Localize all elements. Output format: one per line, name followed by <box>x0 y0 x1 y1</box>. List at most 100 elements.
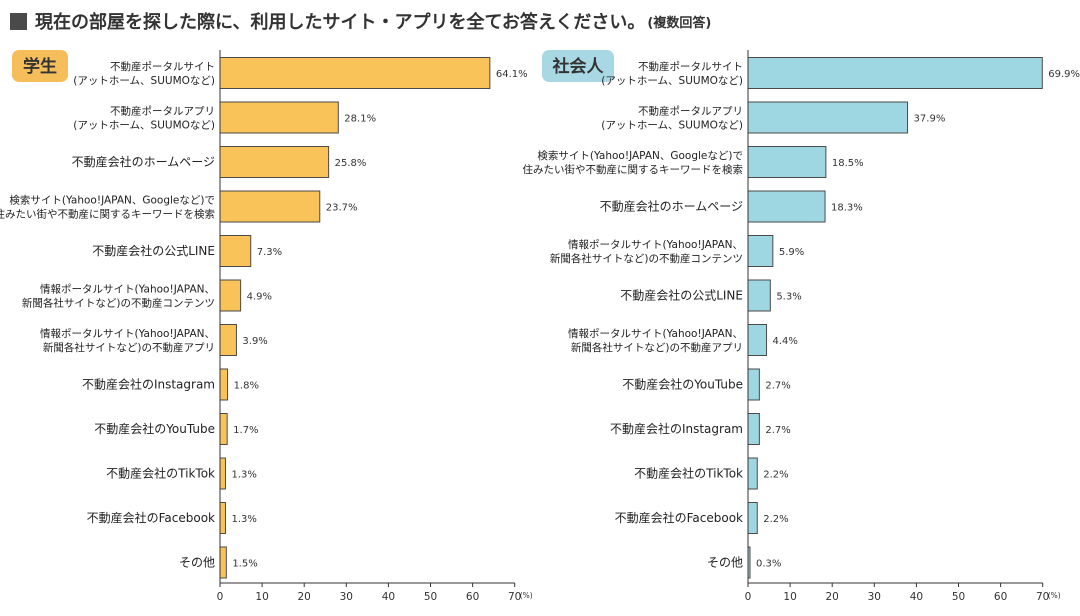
worker-chart: 社会人 69.9% 不動産ポータルサイト (アットホーム、SUUMOなど) 37.9% 不… <box>523 50 1080 603</box>
worker-bar-5 <box>747 279 771 312</box>
student-category-label-6-1: 新聞各社サイトなど)の不動産アプリ <box>43 341 215 354</box>
student-tick-label-0: 0 <box>217 591 224 603</box>
worker-axis-unit: (%) <box>1048 591 1061 600</box>
figure-note: (複数回答) <box>647 15 712 31</box>
worker-category-label-1-0: 不動産ポータルアプリ <box>638 105 743 118</box>
worker-category-label-4-1: 新聞各社サイトなど)の不動産コンテンツ <box>550 252 743 265</box>
student-value-label-11: 1.5% <box>232 559 257 570</box>
student-tick-label-7: 70 <box>508 591 521 603</box>
student-category-label-0-1: (アットホーム、SUUMOなど) <box>73 75 215 87</box>
student-tick-label-5: 50 <box>424 591 437 603</box>
figure-title: 現在の部屋を探した際に、利用したサイト・アプリを全てお答えください。 <box>35 12 646 33</box>
worker-value-label-1: 37.9% <box>914 114 946 125</box>
student-category-label-9-0: 不動産会社のTikTok <box>106 466 215 481</box>
worker-value-label-8: 2.7% <box>765 425 790 436</box>
student-bar-5 <box>219 279 242 312</box>
worker-badge-label: 社会人 <box>552 56 605 77</box>
worker-value-label-0: 69.9% <box>1048 69 1080 80</box>
worker-tick-label-0: 0 <box>745 591 752 603</box>
student-value-label-3: 23.7% <box>326 203 358 214</box>
figure-header: 現在の部屋を探した際に、利用したサイト・アプリを全てお答えください。 (複数回答… <box>10 8 711 34</box>
student-bar-3 <box>219 190 321 223</box>
student-category-label-4-0: 不動産会社の公式LINE <box>92 243 215 258</box>
student-tick-label-1: 10 <box>255 591 268 603</box>
worker-value-label-2: 18.5% <box>832 158 864 169</box>
worker-bar-6 <box>747 324 768 356</box>
student-bar-10 <box>219 502 226 534</box>
student-tick-label-4: 40 <box>382 591 395 603</box>
worker-category-label-0-0: 不動産ポータルサイト <box>638 60 743 73</box>
student-category-label-1-1: (アットホーム、SUUMOなど) <box>73 120 215 132</box>
student-tick-label-3: 30 <box>340 591 353 603</box>
worker-bar-2 <box>747 146 827 178</box>
worker-badge-bg <box>542 50 614 82</box>
student-axis-unit: (%) <box>520 591 533 600</box>
worker-value-label-6: 4.4% <box>773 336 798 347</box>
worker-value-label-4: 5.9% <box>779 247 804 258</box>
student-bar-2 <box>219 146 330 178</box>
worker-category-label-1-1: (アットホーム、SUUMOなど) <box>601 120 743 132</box>
worker-value-label-7: 2.7% <box>765 381 790 392</box>
square-bullet-icon <box>10 12 27 30</box>
worker-bar-4 <box>747 235 774 267</box>
worker-category-label-11-0: その他 <box>707 556 743 570</box>
student-category-label-6-0: 情報ポータルサイト(Yahoo!JAPAN、 <box>40 327 215 340</box>
worker-category-label-2-0: 検索サイト(Yahoo!JAPAN、Googleなど)で <box>537 149 743 162</box>
worker-tick-label-7: 70 <box>1036 591 1049 603</box>
worker-bar-10 <box>747 502 758 534</box>
worker-category-label-10-0: 不動産会社のFacebook <box>615 510 743 525</box>
student-bar-4 <box>219 235 252 267</box>
student-bar-6 <box>219 324 237 356</box>
worker-value-label-11: 0.3% <box>756 559 781 570</box>
student-value-label-10: 1.3% <box>231 514 256 525</box>
worker-category-label-9-0: 不動産会社のTikTok <box>634 466 743 481</box>
worker-category-label-2-1: 住みたい街や不動産に関するキーワードを検索 <box>523 163 744 176</box>
worker-category-label-8-0: 不動産会社のInstagram <box>610 421 743 436</box>
student-category-label-8-0: 不動産会社のYouTube <box>94 421 215 436</box>
worker-bar-1 <box>747 101 909 134</box>
student-value-label-8: 1.7% <box>233 425 258 436</box>
student-bar-9 <box>219 457 226 490</box>
worker-value-label-5: 5.3% <box>776 292 801 303</box>
worker-category-label-6-0: 情報ポータルサイト(Yahoo!JAPAN、 <box>568 327 743 340</box>
student-category-label-2-0: 不動産会社のホームページ <box>72 154 215 169</box>
student-badge-label: 学生 <box>23 56 57 77</box>
student-category-label-3-1: 住みたい街や不動産に関するキーワードを検索 <box>0 208 215 221</box>
student-bar-11 <box>219 546 227 579</box>
worker-value-label-10: 2.2% <box>763 514 788 525</box>
worker-bar-9 <box>747 457 758 490</box>
worker-bar-8 <box>747 413 760 445</box>
worker-category-label-7-0: 不動産会社のYouTube <box>622 377 743 392</box>
student-category-label-1-0: 不動産ポータルアプリ <box>110 105 215 118</box>
student-category-label-5-1: 新聞各社サイトなど)の不動産コンテンツ <box>22 297 215 310</box>
student-value-label-0: 64.1% <box>496 69 528 80</box>
worker-bar-7 <box>747 368 760 401</box>
student-bar-7 <box>219 368 229 401</box>
student-category-label-7-0: 不動産会社のInstagram <box>82 377 215 392</box>
student-value-label-7: 1.8% <box>234 381 259 392</box>
worker-value-label-3: 18.3% <box>831 203 863 214</box>
worker-category-label-0-1: (アットホーム、SUUMOなど) <box>601 75 743 87</box>
worker-category-label-6-1: 新聞各社サイトなど)の不動産アプリ <box>571 341 743 354</box>
student-value-label-5: 4.9% <box>247 292 272 303</box>
worker-tick-label-2: 20 <box>826 591 839 603</box>
student-value-label-9: 1.3% <box>231 470 256 481</box>
student-tick-label-6: 60 <box>466 591 479 603</box>
student-value-label-1: 28.1% <box>344 114 376 125</box>
worker-tick-label-3: 30 <box>868 591 881 603</box>
worker-tick-label-6: 60 <box>994 591 1007 603</box>
student-category-label-5-0: 情報ポータルサイト(Yahoo!JAPAN、 <box>40 283 215 296</box>
worker-category-label-4-0: 情報ポータルサイト(Yahoo!JAPAN、 <box>568 238 743 251</box>
student-category-label-11-0: その他 <box>179 556 215 570</box>
worker-badge: 社会人 <box>542 50 614 82</box>
student-badge-bg <box>12 50 68 82</box>
worker-category-label-5-0: 不動産会社の公式LINE <box>620 288 743 303</box>
worker-value-label-9: 2.2% <box>763 470 788 481</box>
student-category-label-3-0: 検索サイト(Yahoo!JAPAN、Googleなど)で <box>9 194 215 207</box>
student-chart: 学生 64.1% 不動産ポータルサイト (アットホーム、SUUMOなど) 28.1% 不動… <box>0 50 533 603</box>
worker-tick-label-5: 50 <box>952 591 965 603</box>
student-bar-1 <box>219 101 339 134</box>
student-value-label-6: 3.9% <box>242 336 267 347</box>
student-bar-8 <box>219 413 228 445</box>
